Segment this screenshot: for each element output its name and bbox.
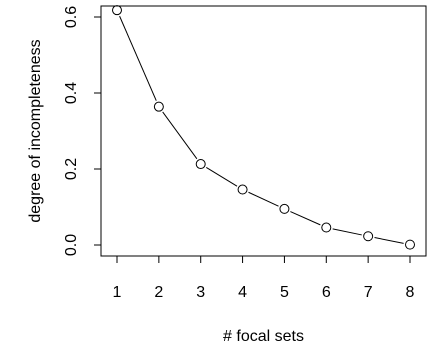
x-tick-label: 4: [238, 284, 247, 301]
series-segment: [332, 228, 362, 236]
data-point: [279, 203, 290, 214]
series-segment: [162, 111, 198, 160]
data-point: [405, 239, 415, 250]
x-tick-label: 8: [406, 284, 415, 301]
data-point: [153, 101, 164, 112]
y-tick-label: 0.2: [63, 158, 80, 180]
y-tick-label: 0.0: [63, 234, 80, 256]
data-point: [237, 184, 248, 195]
x-tick-label: 1: [113, 284, 122, 301]
series-segment: [206, 167, 238, 187]
data-point: [112, 5, 122, 16]
x-tick-label: 6: [322, 284, 331, 301]
plot-frame: [100, 5, 427, 257]
y-axis: 0.0 0.2 0.4 0.6: [63, 6, 102, 256]
series-layer: [112, 5, 415, 250]
x-tick-label: 7: [364, 284, 373, 301]
x-tick-label: 3: [196, 284, 205, 301]
series-segment: [374, 237, 404, 244]
y-tick-label: 0.6: [63, 6, 80, 28]
y-axis-label: degree of incompleteness: [27, 39, 44, 222]
data-point: [321, 222, 332, 233]
series-segment: [290, 211, 321, 226]
x-axis-label: # focal sets: [223, 328, 304, 345]
series-segment: [248, 191, 279, 207]
y-tick-label: 0.4: [63, 82, 80, 104]
x-tick-label: 5: [280, 284, 289, 301]
x-axis: 1 2 3 4 5 6 7 8: [113, 255, 415, 301]
x-tick-label: 2: [154, 284, 163, 301]
series-segment: [119, 15, 157, 101]
data-point: [363, 231, 374, 242]
data-point: [195, 159, 206, 170]
